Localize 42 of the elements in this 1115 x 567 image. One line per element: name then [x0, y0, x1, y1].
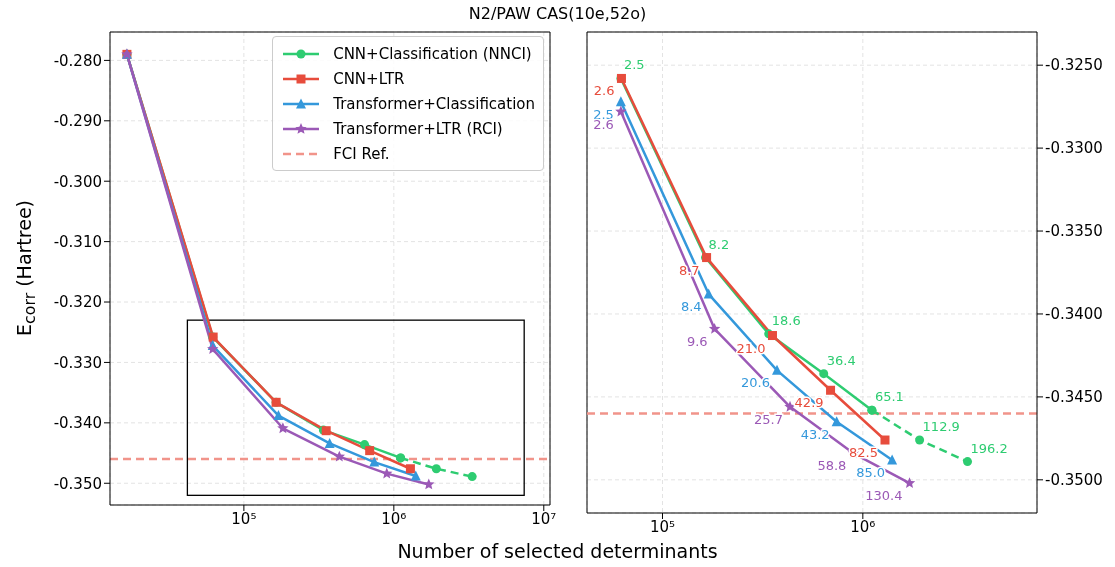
x-tick-label: 10⁵ [649, 517, 676, 536]
x-axis-title: Number of selected determinants [396, 540, 719, 562]
annotation: 130.4 [865, 488, 903, 504]
x-tick-label: 10⁵ [231, 509, 257, 528]
annotation: 8.4 [680, 299, 702, 315]
y-tick-label: -0.300 [53, 172, 102, 191]
y-tick-label: -0.3500 [1045, 471, 1103, 490]
annotation: 36.4 [826, 352, 856, 368]
x-tick-label: 10⁶ [850, 517, 876, 536]
y-tick-label: -0.3400 [1045, 305, 1103, 324]
y-tick-label: -0.280 [53, 51, 102, 70]
annotation: 196.2 [970, 440, 1008, 456]
y-tick-label: -0.310 [53, 232, 102, 251]
y-tick-label: -0.330 [53, 353, 102, 372]
annotation: 58.8 [817, 458, 847, 474]
annotation: 65.1 [874, 389, 904, 405]
y-tick-label: -0.350 [53, 474, 102, 493]
annotation: 112.9 [922, 419, 960, 435]
annotation: 2.6 [593, 83, 615, 99]
chart-title: N2/PAW CAS(10e,52o) [467, 4, 648, 23]
annotation: 85.0 [856, 464, 886, 480]
y-tick-label: -0.320 [53, 293, 102, 312]
legend-label: Transformer+LTR (RCI) [333, 119, 503, 138]
annotation: 25.7 [754, 411, 784, 427]
legend-label: FCI Ref. [333, 144, 390, 163]
legend-label: CNN+Classification (NNCI) [333, 44, 532, 63]
y-tick-label: -0.3450 [1045, 388, 1103, 407]
y-tick-label: -0.3350 [1045, 222, 1103, 241]
legend-label: CNN+LTR [333, 69, 405, 88]
annotation: 43.2 [800, 426, 830, 442]
x-tick-label: 10⁷ [531, 509, 557, 528]
annotation: 2.5 [623, 57, 645, 73]
annotation: 18.6 [771, 312, 801, 328]
y-tick-label: -0.340 [53, 414, 102, 433]
annotation: 20.6 [741, 375, 771, 391]
y-tick-label: -0.290 [53, 112, 102, 131]
y-tick-label: -0.3300 [1045, 139, 1103, 158]
annotation: 9.6 [686, 333, 708, 349]
annotation: 8.2 [708, 236, 730, 252]
x-tick-label: 10⁶ [381, 509, 407, 528]
y-tick-label: -0.3250 [1045, 56, 1103, 75]
legend-label: Transformer+Classification [333, 94, 535, 113]
